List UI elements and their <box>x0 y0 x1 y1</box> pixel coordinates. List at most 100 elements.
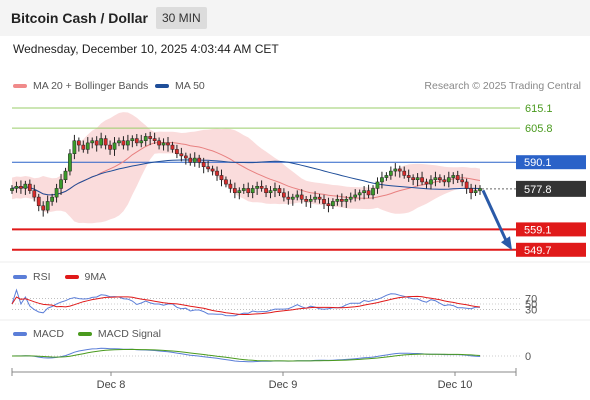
candle-body <box>197 157 202 163</box>
candle-body <box>201 162 206 168</box>
candle-body <box>175 149 179 154</box>
x-tick-label: Dec 8 <box>97 379 126 391</box>
candle-body <box>192 157 197 163</box>
candle-body <box>255 186 259 189</box>
candle-body <box>469 188 473 194</box>
candle-body <box>112 142 117 150</box>
candle-body <box>126 140 130 146</box>
candle-body <box>299 194 304 200</box>
macd-zero-label: 0 <box>525 351 531 363</box>
last-price-label: 577.8 <box>524 184 552 196</box>
candle-body <box>393 168 398 172</box>
candle-body <box>50 196 54 202</box>
chart-credit: Research © 2025 Trading Central <box>424 80 581 92</box>
legend-swatch-ma20 <box>13 84 27 88</box>
legend-swatch-macd <box>13 332 27 336</box>
rsi-level-label: 30 <box>525 305 537 317</box>
candle-body <box>357 192 362 196</box>
candle-body <box>282 192 286 198</box>
candles <box>10 131 482 217</box>
candle-body <box>273 188 277 191</box>
support-label: 559.1 <box>524 224 552 236</box>
legend-rsi: RSI 9MA <box>13 271 106 283</box>
candle-body <box>63 170 68 181</box>
candle-body <box>308 199 313 202</box>
last-price-box <box>516 180 586 197</box>
legend-label-rsi: RSI <box>33 271 51 283</box>
top-bar <box>0 0 590 36</box>
forecast-arrow <box>481 189 512 251</box>
candle-body <box>317 196 322 200</box>
rsi-level-label: 70 <box>525 293 537 305</box>
candle-body <box>117 140 121 144</box>
legend-label-signal: MACD Signal <box>97 328 161 340</box>
candle-body <box>143 136 148 141</box>
candle-body <box>148 136 153 139</box>
timeframe-badge[interactable]: 30 MIN <box>156 7 207 29</box>
rsi-ma9-line <box>11 295 481 315</box>
candle-body <box>353 194 358 198</box>
candle-body <box>10 188 14 191</box>
candle-body <box>402 170 407 176</box>
chart-datetime: Wednesday, December 10, 2025 4:03:44 AM … <box>13 42 279 56</box>
candle-body <box>99 138 103 146</box>
candle-body <box>237 190 242 194</box>
candle-body <box>362 190 366 194</box>
support-label: 549.7 <box>524 245 552 257</box>
candle-body <box>264 188 268 194</box>
candle-body <box>166 142 170 146</box>
support-box <box>516 222 586 237</box>
pivot-label: 590.1 <box>524 157 552 169</box>
support-box <box>516 242 586 257</box>
candle-body <box>348 196 353 200</box>
candle-body <box>19 186 23 189</box>
candle-body <box>424 181 429 185</box>
candle-body <box>170 144 175 150</box>
forecast-arrow-shaft <box>481 189 510 246</box>
candle-body <box>286 196 291 200</box>
legend-ma50: MA 50 <box>155 80 205 92</box>
candle-body <box>179 153 184 157</box>
candle-body <box>259 186 264 189</box>
candle-body <box>420 177 424 183</box>
legend-label-ma50: MA 50 <box>175 80 205 92</box>
chart-title: Bitcoin Cash / Dollar <box>11 10 148 26</box>
macd-panel: 0 <box>11 347 531 363</box>
legend-swatch-ma50 <box>155 84 169 88</box>
candle-body <box>371 188 375 196</box>
candle-body <box>36 196 41 207</box>
candle-body <box>152 138 157 141</box>
legend-label-macd: MACD <box>33 328 64 340</box>
candle-body <box>446 177 451 183</box>
candle-body <box>219 175 224 181</box>
candle-body <box>366 190 371 196</box>
candle-body <box>322 199 326 204</box>
candle-body <box>161 142 166 146</box>
candle-body <box>27 183 32 191</box>
candle-body <box>81 144 86 150</box>
legend-swatch-signal <box>77 332 92 336</box>
x-tick-label: Dec 9 <box>269 379 298 391</box>
candle-body <box>41 205 46 211</box>
candle-body <box>442 179 447 183</box>
candle-body <box>215 170 219 176</box>
candle-body <box>380 177 384 183</box>
candle-body <box>295 194 300 198</box>
candle-body <box>473 190 478 194</box>
legend-swatch-ma9 <box>64 275 79 279</box>
candle-body <box>183 155 188 159</box>
candle-body <box>121 140 126 146</box>
candle-body <box>32 190 37 198</box>
candle-body <box>94 140 99 146</box>
candle-body <box>429 179 433 185</box>
candle-body <box>130 138 135 141</box>
legend-label-ma9: 9MA <box>84 271 107 283</box>
candle-body <box>397 168 402 172</box>
candle-body <box>103 138 108 146</box>
candle-body <box>268 190 273 194</box>
candle-body <box>72 140 77 154</box>
candle-body <box>45 201 50 211</box>
candle-body <box>210 168 215 172</box>
